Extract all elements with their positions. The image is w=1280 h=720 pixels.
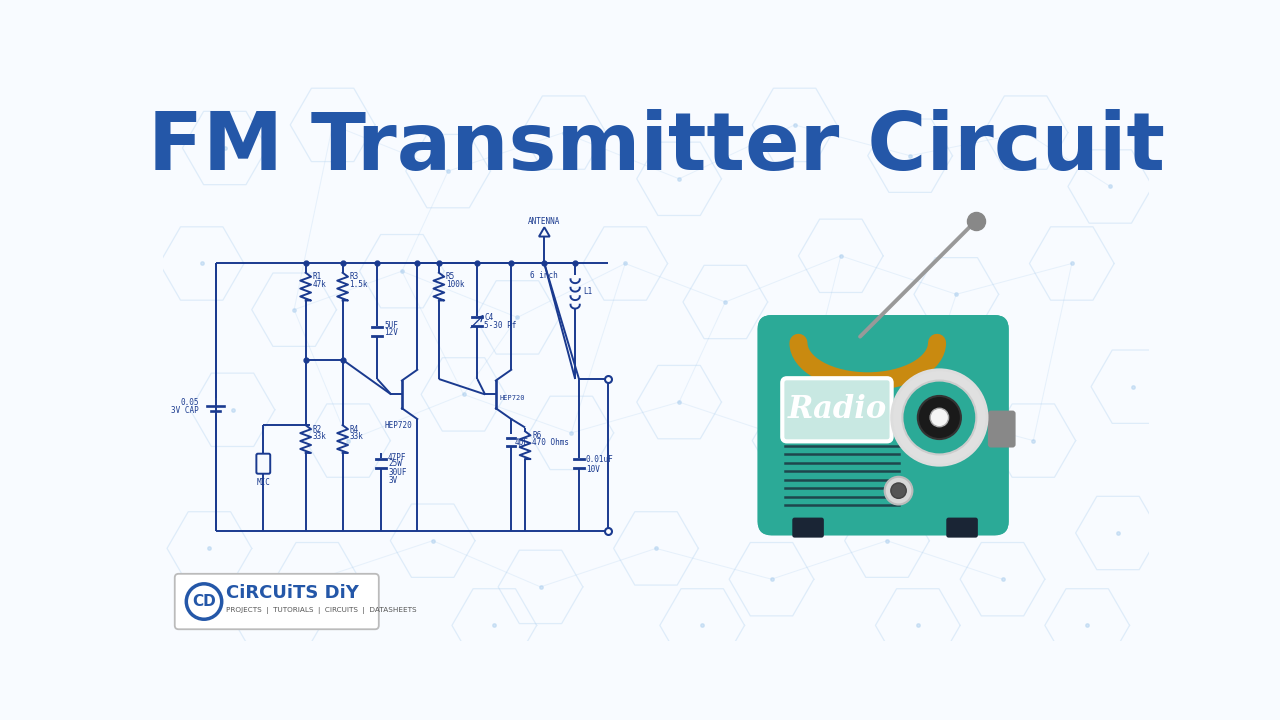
FancyBboxPatch shape xyxy=(175,574,379,629)
Text: 30UF: 30UF xyxy=(388,469,407,477)
Text: HEP720: HEP720 xyxy=(499,395,525,401)
Text: CD: CD xyxy=(192,594,216,609)
FancyBboxPatch shape xyxy=(946,518,978,538)
Text: MIC: MIC xyxy=(256,477,270,487)
Text: 3V CAP: 3V CAP xyxy=(170,406,198,415)
Text: FM Transmitter Circuit: FM Transmitter Circuit xyxy=(147,109,1165,187)
Text: R1: R1 xyxy=(312,272,321,281)
Text: 100k: 100k xyxy=(445,280,465,289)
FancyBboxPatch shape xyxy=(758,315,1009,535)
Text: ANTENNA: ANTENNA xyxy=(529,217,561,225)
Text: 0.05: 0.05 xyxy=(180,397,198,407)
Text: Radio: Radio xyxy=(787,395,887,426)
Text: 0.01uF: 0.01uF xyxy=(586,455,613,464)
Text: R6: R6 xyxy=(532,431,541,440)
Text: 470 Ohms: 470 Ohms xyxy=(532,438,570,447)
Text: CiRCUiTS DiY: CiRCUiTS DiY xyxy=(227,584,360,602)
FancyBboxPatch shape xyxy=(988,410,1015,448)
FancyBboxPatch shape xyxy=(758,315,1009,535)
Text: 33k: 33k xyxy=(349,432,364,441)
Text: 1.5k: 1.5k xyxy=(349,280,369,289)
Text: 33k: 33k xyxy=(312,432,326,441)
Text: R4: R4 xyxy=(349,425,358,433)
Circle shape xyxy=(187,584,221,619)
Text: 6 inch: 6 inch xyxy=(530,271,558,279)
Text: 25W: 25W xyxy=(388,459,402,468)
Text: 47PF: 47PF xyxy=(388,453,407,462)
Circle shape xyxy=(891,483,906,498)
FancyBboxPatch shape xyxy=(792,518,824,538)
Text: 12V: 12V xyxy=(384,328,398,337)
Text: 5UF: 5UF xyxy=(384,320,398,330)
Text: 4pF: 4pF xyxy=(515,438,529,446)
Text: 5-30 Pf: 5-30 Pf xyxy=(484,320,517,330)
Text: R3: R3 xyxy=(349,272,358,281)
Text: R2: R2 xyxy=(312,425,321,433)
Text: 10V: 10V xyxy=(586,464,600,474)
Text: R5: R5 xyxy=(445,272,456,281)
Text: 47k: 47k xyxy=(312,280,326,289)
Text: 3V: 3V xyxy=(388,476,397,485)
FancyBboxPatch shape xyxy=(772,352,995,521)
Text: HEP720: HEP720 xyxy=(384,420,412,430)
Circle shape xyxy=(931,408,948,427)
Text: L1: L1 xyxy=(582,287,593,297)
FancyBboxPatch shape xyxy=(764,321,1002,379)
FancyBboxPatch shape xyxy=(782,378,892,441)
Circle shape xyxy=(918,396,961,439)
Circle shape xyxy=(884,477,913,505)
Circle shape xyxy=(902,381,977,454)
Text: C4: C4 xyxy=(484,313,494,322)
Text: PROJECTS  |  TUTORIALS  |  CIRCUITS  |  DATASHEETS: PROJECTS | TUTORIALS | CIRCUITS | DATASH… xyxy=(227,606,417,613)
Circle shape xyxy=(892,370,987,465)
